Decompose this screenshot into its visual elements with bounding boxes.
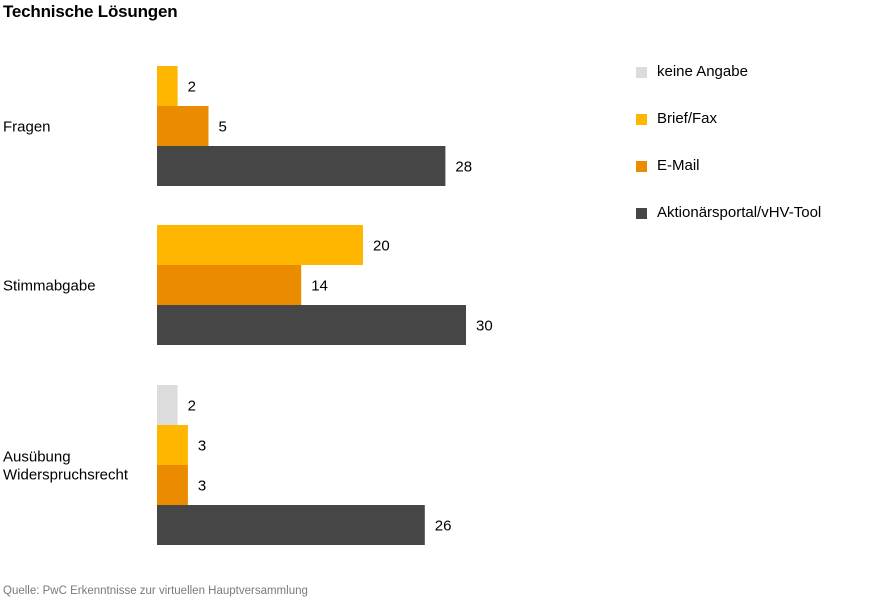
source-note: Quelle: PwC Erkenntnisse zur virtuellen … (3, 585, 308, 597)
legend-label: E-Mail (657, 157, 700, 174)
legend-swatch (636, 67, 647, 78)
bar-ausübung-widerspruchsrecht-brief-fax (157, 425, 188, 465)
bar-stimmabgabe-brief-fax (157, 225, 363, 265)
data-label: 14 (311, 278, 328, 295)
legend-swatch (636, 114, 647, 125)
bar-ausübung-widerspruchsrecht-e-mail (157, 465, 188, 505)
bar-fragen-e-mail (157, 106, 209, 146)
bar-fragen-aktionärsportal-vhv-tool (157, 146, 446, 186)
legend-swatch (636, 161, 647, 172)
data-label: 3 (198, 478, 206, 495)
category-label-fragen: Fragen (3, 119, 51, 136)
data-label: 2 (188, 79, 196, 96)
category-label-stimmabgabe: Stimmabgabe (3, 278, 96, 295)
bar-fragen-brief-fax (157, 66, 178, 106)
data-label: 26 (435, 518, 452, 535)
category-label-ausübung-widerspruchsrecht: Ausübung Widerspruchsrecht (3, 449, 129, 484)
legend-label: keine Angabe (657, 63, 748, 80)
chart-title: Technische Lösungen (3, 2, 178, 21)
data-label: 28 (455, 159, 472, 176)
bar-ausübung-widerspruchsrecht-aktionärsportal-vhv-tool (157, 505, 425, 545)
data-label: 3 (198, 438, 206, 455)
legend-swatch (636, 208, 647, 219)
legend-label: Aktionärsportal/vHV-Tool (657, 204, 822, 221)
bar-stimmabgabe-aktionärsportal-vhv-tool (157, 305, 466, 345)
data-label: 20 (373, 238, 390, 255)
data-label: 5 (219, 119, 227, 136)
bar-ausübung-widerspruchsrecht-keine-angabe (157, 385, 178, 425)
bar-stimmabgabe-e-mail (157, 265, 302, 305)
legend-label: Brief/Fax (657, 110, 718, 127)
data-label: 2 (188, 398, 196, 415)
data-label: 30 (476, 318, 493, 335)
